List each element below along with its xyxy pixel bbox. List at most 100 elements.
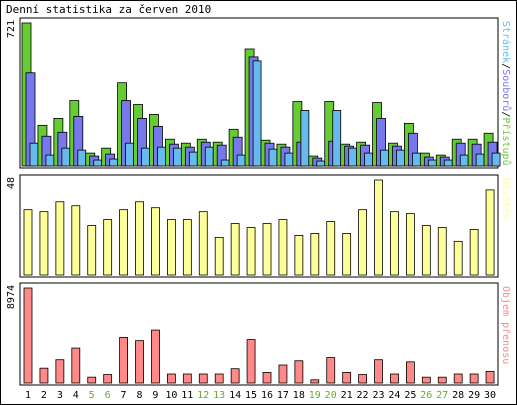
bar-stranek-day-29 (475, 153, 485, 167)
bar-bottom-day-12 (198, 373, 208, 384)
bar-stranek-day-18 (300, 110, 310, 167)
x-tick-label-day-27: 27 (436, 390, 448, 401)
bar-middle-day-28 (453, 240, 463, 276)
bar-middle-day-17 (278, 219, 288, 276)
bar-stranek-day-24 (396, 149, 405, 167)
legend-bottom: Objem přenosu (500, 286, 512, 364)
x-tick-label-day-22: 22 (357, 390, 369, 401)
x-tick-label-day-12: 12 (197, 390, 209, 401)
bar-middle-day-10 (166, 219, 176, 276)
bar-bottom-day-19 (310, 379, 320, 384)
bar-bottom-day-22 (358, 374, 368, 384)
bar-bottom-day-2 (39, 367, 49, 384)
bar-stranek-day-6 (109, 158, 119, 167)
bar-middle-day-11 (182, 219, 192, 276)
bar-stranek-day-16 (268, 148, 278, 167)
x-tick-label-day-8: 8 (136, 390, 142, 401)
panel-frame-top (19, 17, 499, 169)
x-tick-label-day-21: 21 (341, 390, 353, 401)
bar-middle-day-19 (310, 233, 320, 276)
bar-stranek-day-12 (204, 146, 214, 167)
bar-bottom-day-23 (374, 359, 383, 384)
bar-bottom-day-17 (278, 364, 288, 384)
bar-middle-day-29 (469, 229, 479, 276)
bar-bottom-day-9 (151, 329, 160, 384)
panel-frame-bottom (19, 282, 499, 386)
bar-bottom-day-3 (55, 359, 65, 384)
x-tick-label-day-9: 9 (152, 390, 158, 401)
bar-stranek-day-15 (252, 60, 262, 167)
bar-middle-day-8 (135, 201, 144, 276)
bar-stranek-day-28 (459, 154, 469, 167)
bar-bottom-day-26 (421, 376, 431, 384)
bar-bottom-day-13 (214, 373, 224, 384)
bar-stranek-day-22 (364, 152, 374, 167)
bar-middle-day-3 (55, 201, 65, 276)
x-tick-label-day-11: 11 (181, 390, 193, 401)
bar-bottom-day-25 (405, 361, 415, 384)
x-tick-label-day-10: 10 (165, 390, 177, 401)
x-tick-label-day-26: 26 (420, 390, 432, 401)
x-tick-label-day-14: 14 (229, 390, 241, 401)
bar-bottom-day-20 (326, 357, 336, 384)
bar-stranek-day-5 (93, 159, 103, 167)
bar-stranek-day-21 (348, 147, 358, 167)
legend-entry: Návštěv (500, 178, 512, 220)
bar-bottom-day-15 (246, 339, 256, 384)
bar-middle-day-15 (246, 227, 256, 276)
legend-entry: Souborů (500, 69, 512, 111)
panel-frame-middle (19, 174, 499, 278)
legend-top: Stránek/Souborů/Přístupů (500, 21, 512, 166)
bar-stranek-day-7 (125, 142, 134, 167)
bar-bottom-day-7 (119, 337, 128, 384)
bar-stranek-day-27 (443, 159, 453, 167)
bar-middle-day-21 (342, 233, 352, 276)
bar-middle-day-30 (485, 189, 495, 276)
x-tick-label-day-1: 1 (25, 390, 31, 401)
legend-entry: Objem přenosu (500, 286, 512, 364)
x-tick-label-day-4: 4 (73, 390, 79, 401)
bar-stranek-day-23 (380, 149, 389, 167)
x-tick-label-day-15: 15 (245, 390, 257, 401)
legend-middle: Návštěv (500, 178, 512, 220)
bar-stranek-day-1 (29, 142, 39, 167)
bar-middle-day-9 (151, 207, 160, 276)
bar-stranek-day-11 (188, 151, 198, 167)
bar-middle-day-22 (358, 209, 368, 276)
x-tick-label-day-3: 3 (57, 390, 63, 401)
bar-bottom-day-1 (23, 287, 33, 384)
bar-stranek-day-17 (284, 152, 294, 167)
y-max-label-middle: 48 (6, 177, 17, 189)
bar-stranek-day-19 (316, 160, 326, 167)
bar-middle-day-27 (437, 227, 447, 276)
bar-bottom-day-6 (103, 374, 113, 384)
x-tick-label-day-25: 25 (404, 390, 416, 401)
bar-bottom-day-16 (262, 372, 272, 384)
bar-bottom-day-18 (294, 360, 304, 384)
bar-middle-day-6 (103, 219, 113, 276)
bar-bottom-day-27 (437, 376, 447, 384)
bar-stranek-day-14 (236, 154, 246, 167)
bar-bottom-day-5 (87, 376, 97, 384)
bar-middle-day-5 (87, 225, 97, 276)
x-tick-label-day-30: 30 (484, 390, 496, 401)
bar-middle-day-1 (23, 209, 33, 276)
x-tick-label-day-28: 28 (452, 390, 464, 401)
bar-stranek-day-2 (45, 154, 55, 167)
x-tick-label-day-24: 24 (388, 390, 400, 401)
bar-stranek-day-8 (141, 147, 150, 167)
bar-stranek-day-10 (172, 147, 182, 167)
x-tick-label-day-19: 19 (309, 390, 321, 401)
x-tick-label-day-20: 20 (325, 390, 337, 401)
bar-middle-day-26 (421, 225, 431, 276)
bar-middle-day-25 (405, 213, 415, 276)
bar-stranek-day-20 (332, 110, 342, 167)
bar-middle-day-23 (374, 179, 383, 276)
bar-bottom-day-10 (166, 373, 176, 384)
bar-middle-day-18 (294, 235, 304, 276)
bar-bottom-day-30 (485, 370, 495, 384)
bar-middle-day-24 (390, 211, 399, 276)
x-tick-label-day-2: 2 (41, 390, 47, 401)
bar-bottom-day-4 (71, 347, 81, 384)
bar-stranek-day-26 (427, 159, 437, 167)
